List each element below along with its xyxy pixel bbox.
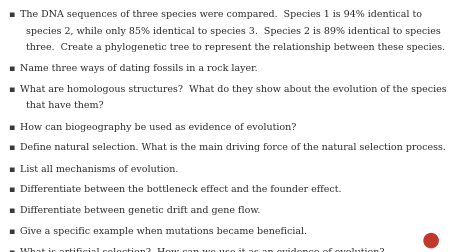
Text: What are homologous structures?  What do they show about the evolution of the sp: What are homologous structures? What do … (20, 85, 446, 94)
Text: ▪: ▪ (8, 64, 14, 73)
Text: Differentiate between genetic drift and gene flow.: Differentiate between genetic drift and … (20, 206, 260, 215)
Text: ▪: ▪ (8, 164, 14, 173)
Text: The DNA sequences of three species were compared.  Species 1 is 94% identical to: The DNA sequences of three species were … (20, 10, 422, 19)
Text: ▪: ▪ (8, 85, 14, 94)
Text: ▪: ▪ (8, 122, 14, 131)
Text: ▪: ▪ (8, 247, 14, 252)
Text: Differentiate between the bottleneck effect and the founder effect.: Differentiate between the bottleneck eff… (20, 185, 341, 194)
Text: ▪: ▪ (8, 206, 14, 215)
Text: ▪: ▪ (8, 143, 14, 152)
Text: ▪: ▪ (8, 227, 14, 236)
Circle shape (424, 234, 438, 248)
Text: List all mechanisms of evolution.: List all mechanisms of evolution. (20, 164, 178, 173)
Text: species 2, while only 85% identical to species 3.  Species 2 is 89% identical to: species 2, while only 85% identical to s… (20, 26, 441, 35)
Text: Define natural selection. What is the main driving force of the natural selectio: Define natural selection. What is the ma… (20, 143, 446, 152)
Text: ▪: ▪ (8, 185, 14, 194)
Text: Name three ways of dating fossils in a rock layer.: Name three ways of dating fossils in a r… (20, 64, 257, 73)
Text: Give a specific example when mutations became beneficial.: Give a specific example when mutations b… (20, 227, 307, 236)
Text: What is artificial selection?  How can we use it as an evidence of evolution?: What is artificial selection? How can we… (20, 247, 384, 252)
Text: three.  Create a phylogenetic tree to represent the relationship between these s: three. Create a phylogenetic tree to rep… (20, 43, 445, 52)
Text: that have them?: that have them? (20, 101, 104, 110)
Text: How can biogeography be used as evidence of evolution?: How can biogeography be used as evidence… (20, 122, 296, 131)
Text: ▪: ▪ (8, 10, 14, 19)
